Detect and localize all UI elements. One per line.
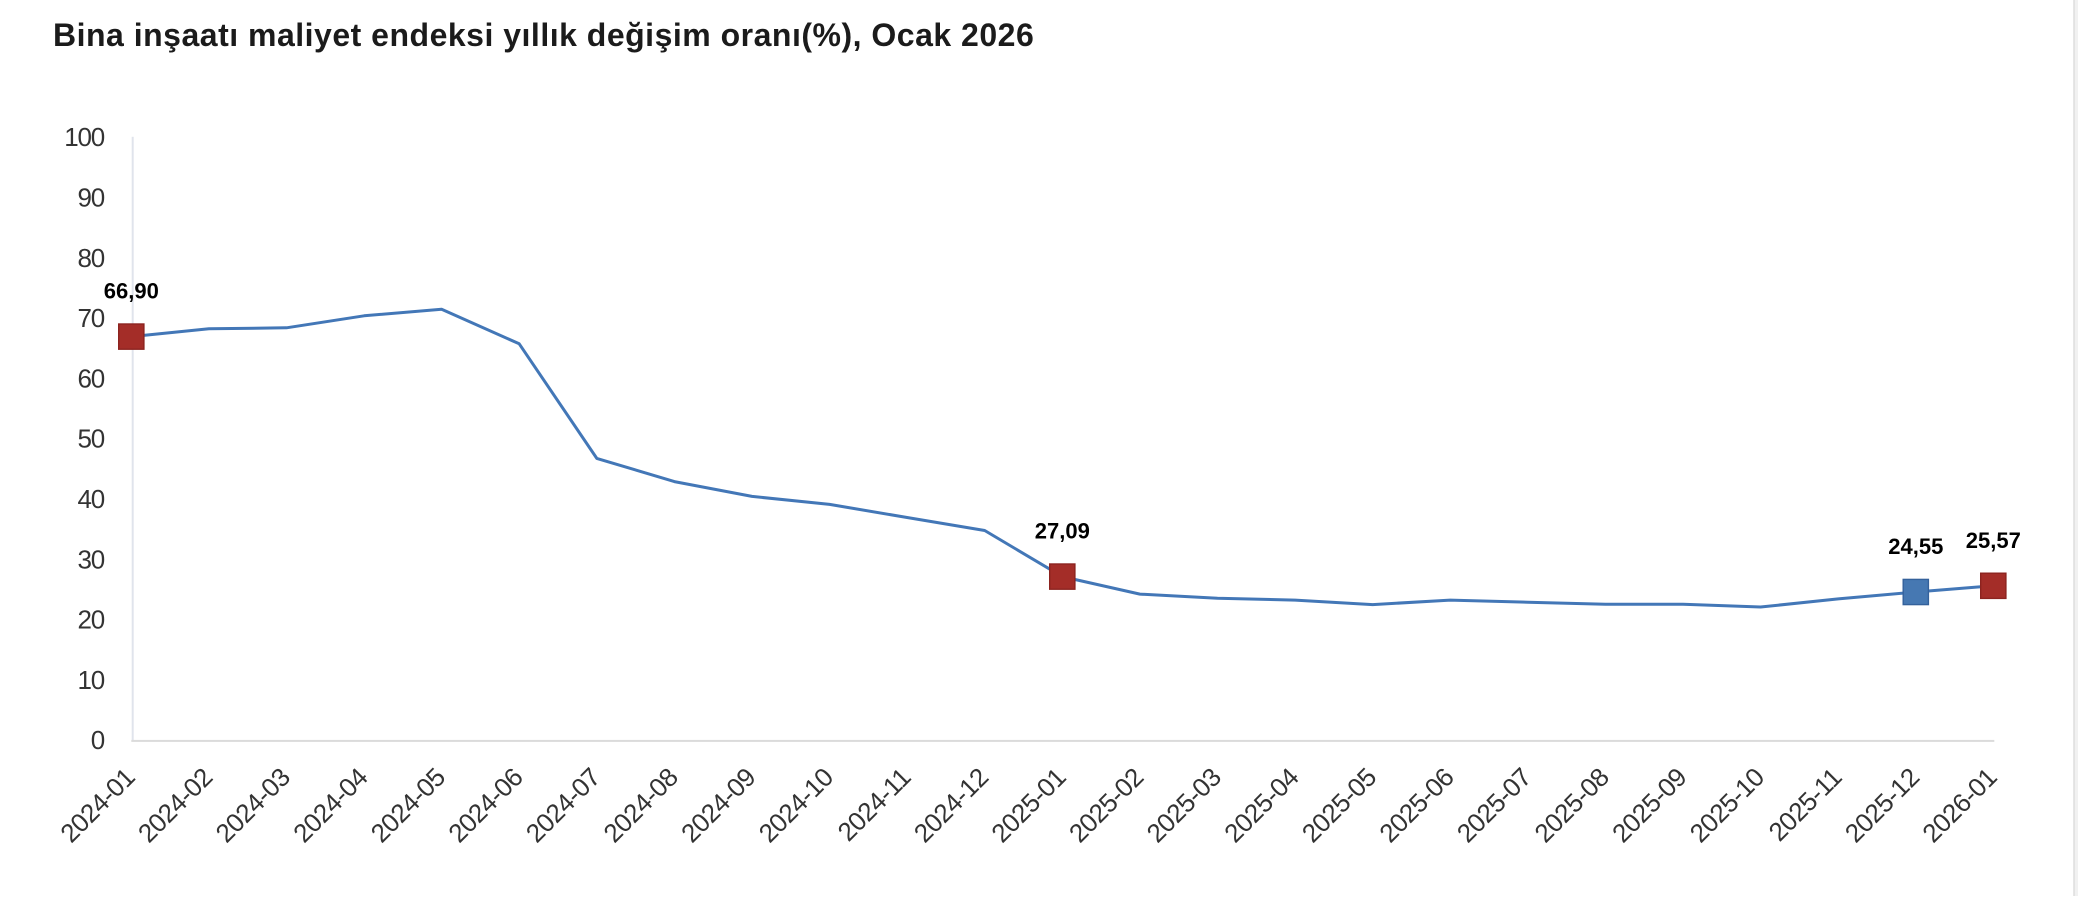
svg-text:80: 80 xyxy=(77,243,104,273)
svg-text:66,90: 66,90 xyxy=(104,279,159,304)
svg-text:25,57: 25,57 xyxy=(1966,528,2021,553)
svg-text:30: 30 xyxy=(77,544,104,574)
svg-text:Bina inşaatı maliyet endeksi y: Bina inşaatı maliyet endeksi yıllık deği… xyxy=(53,17,1034,53)
svg-text:60: 60 xyxy=(77,363,104,393)
svg-text:24,55: 24,55 xyxy=(1888,534,1943,559)
svg-text:0: 0 xyxy=(91,725,105,755)
svg-text:10: 10 xyxy=(77,665,104,695)
svg-text:90: 90 xyxy=(77,183,104,213)
svg-text:20: 20 xyxy=(77,605,104,635)
svg-text:27,09: 27,09 xyxy=(1035,519,1090,544)
svg-text:70: 70 xyxy=(77,303,104,333)
svg-text:40: 40 xyxy=(77,484,104,514)
svg-text:50: 50 xyxy=(77,424,104,454)
svg-text:100: 100 xyxy=(64,122,105,152)
